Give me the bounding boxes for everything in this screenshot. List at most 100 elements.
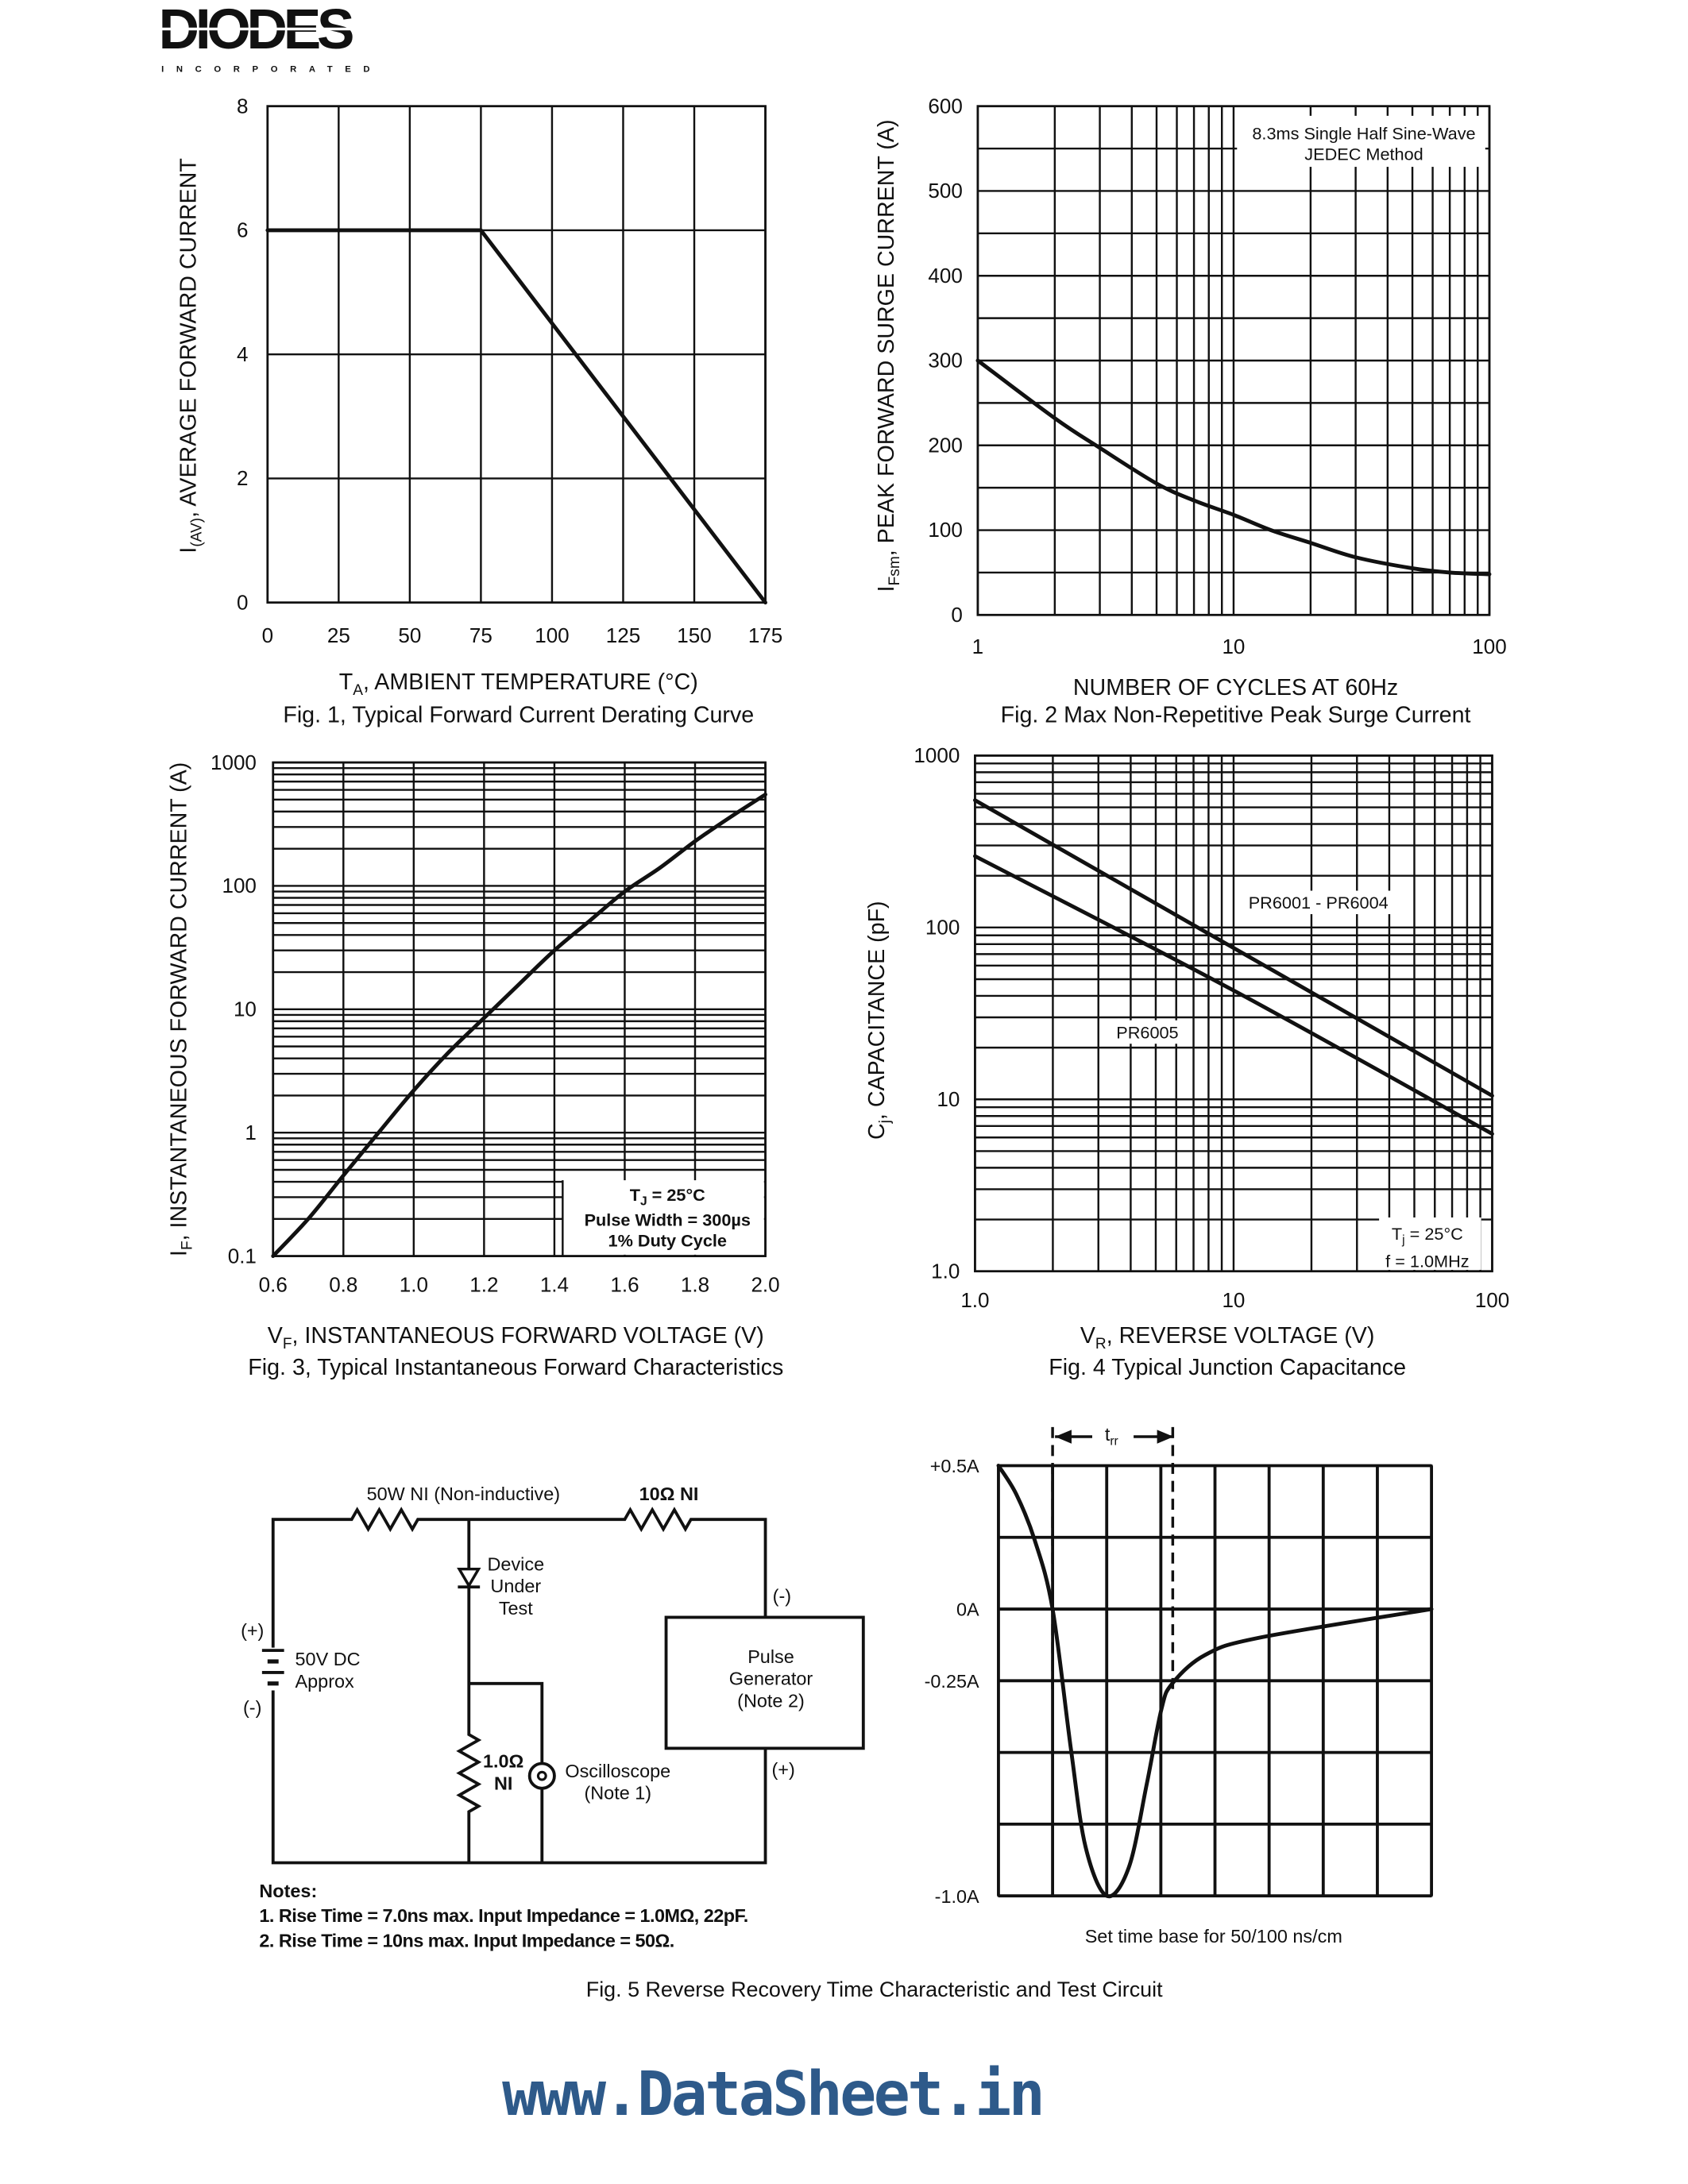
r1-label: 50W NI (Non-inductive): [367, 1484, 560, 1504]
fig5-series-line-1: [996, 1464, 1434, 1899]
x-tick-label: 1.6: [610, 1273, 639, 1297]
fig4-y-axis-title: Cj, CAPACITANCE (pF): [864, 901, 894, 1140]
scope-label-1: Oscilloscope: [565, 1761, 670, 1781]
dut-label-3: Test: [499, 1598, 533, 1619]
y-tick-label: 10: [234, 997, 257, 1021]
y-tick-label: 4: [237, 342, 248, 366]
fig2-x-axis-title: NUMBER OF CYCLES AT 60Hz: [1073, 675, 1398, 700]
y-tick-label: 0: [951, 603, 962, 627]
x-tick-label: 10: [1222, 635, 1245, 658]
plot-frame: [272, 761, 767, 1257]
fig3-cond-tj: TJ = 25°C: [630, 1185, 705, 1208]
y-tick-label: 600: [928, 94, 962, 118]
x-tick-label: 1.4: [540, 1273, 569, 1297]
battery-label-2: Approx: [295, 1671, 355, 1692]
y-tick-label: 0.1: [228, 1244, 257, 1268]
x-tick-label: 10: [1222, 1288, 1245, 1312]
timebase-label: Set time base for 50/100 ns/cm: [1085, 1926, 1342, 1947]
diodes-logo: DIODES INCORPORATED: [159, 0, 397, 74]
r2-label: 10Ω NI: [639, 1484, 699, 1504]
x-tick-label: 125: [606, 623, 640, 647]
y-tick-label: 1000: [914, 743, 960, 767]
fig3-series-line-1: [271, 792, 767, 1259]
generator-label-2: Generator: [729, 1669, 813, 1689]
battery-icon: [261, 1649, 284, 1686]
fig4-series-line-2: [973, 854, 1494, 1136]
fig2-series-line-1: [975, 358, 1492, 577]
plot-frame: [974, 754, 1493, 1273]
fig4-capacitance-chart: 1.0 10 100 1.0 10 100 1000 PR6001 - PR6004 PR6…: [864, 743, 1509, 1380]
fig4-label-bg-2: [1111, 1020, 1184, 1044]
dut-branch-wire: [456, 1519, 482, 1863]
fig3-forward-characteristics-chart: TJ = 25°C Pulse Width = 300µs 1% Duty Cy…: [166, 751, 783, 1380]
x-tick-label: 1.2: [469, 1273, 498, 1297]
x-tick-label: 0.8: [329, 1273, 357, 1297]
y-tick-label: 2: [237, 466, 248, 490]
y-tick-label: -1.0A: [935, 1886, 979, 1907]
x-tick-label: 175: [748, 623, 782, 647]
y-tick-label: 100: [925, 916, 960, 940]
x-tick-label: 0.6: [259, 1273, 288, 1297]
fig2-surge-chart: 8.3ms Single Half Sine-Wave JEDEC Method…: [874, 94, 1507, 727]
fig2-note-box: [1237, 115, 1485, 168]
note-2: 2. Rise Time = 10ns max. Input Impedance…: [259, 1930, 674, 1951]
scope-label-2: (Note 1): [584, 1783, 651, 1804]
watermark-text: www.DataSheet.in: [502, 2059, 1042, 2130]
x-tick-label: 0: [262, 623, 273, 647]
y-tick-label: 0A: [956, 1599, 979, 1620]
y-tick-label: 6: [237, 218, 248, 242]
y-tick-label: 8: [237, 94, 248, 118]
note-1: 1. Rise Time = 7.0ns max. Input Impedanc…: [259, 1905, 747, 1926]
fig1-caption: Fig. 1, Typical Forward Current Derating…: [283, 703, 754, 728]
x-tick-label: 100: [535, 623, 569, 647]
fig5-caption: Fig. 5 Reverse Recovery Time Characteris…: [586, 1978, 1163, 2001]
trr-indicator: trr: [1055, 1424, 1174, 1448]
x-tick-label: 25: [327, 623, 350, 647]
notes-heading: Notes:: [259, 1881, 317, 1901]
plot-frame: [266, 105, 767, 604]
fig3-caption: Fig. 3, Typical Instantaneous Forward Ch…: [248, 1355, 783, 1380]
logo-name: DIODES: [159, 0, 353, 61]
x-tick-label: 2.0: [751, 1273, 779, 1297]
x-tick-label: 75: [469, 623, 492, 647]
fig4-label-bg-1: [1243, 890, 1393, 915]
plot-frame: [997, 1464, 1433, 1897]
generator-minus-label: (-): [773, 1585, 791, 1606]
fig1-y-axis-title: I(AV), AVERAGE FORWARD CURRENT: [176, 158, 206, 553]
r3-label-2: NI: [494, 1773, 512, 1793]
y-tick-label: 100: [222, 874, 256, 897]
battery-plus-label: (+): [241, 1620, 264, 1641]
resistor-50w-wire: [271, 1507, 767, 1648]
x-tick-label: 150: [677, 623, 711, 647]
r3-label-1: 1.0Ω: [483, 1751, 523, 1772]
fig4-caption: Fig. 4 Typical Junction Capacitance: [1049, 1355, 1406, 1380]
scope-branch-wire: [469, 1681, 544, 1863]
fig3-x-axis-title: VF, INSTANTANEOUS FORWARD VOLTAGE (V): [268, 1323, 764, 1352]
y-tick-label: 0: [237, 590, 248, 614]
fig2-note-line2: JEDEC Method: [1304, 144, 1423, 164]
y-tick-label: 1000: [211, 751, 257, 774]
generator-label-3: (Note 2): [737, 1690, 805, 1711]
y-tick-label: 1: [245, 1121, 256, 1144]
fig4-x-axis-title: VR, REVERSE VOLTAGE (V): [1080, 1323, 1375, 1352]
fig4-series-label-pr6005: PR6005: [1116, 1022, 1178, 1042]
x-tick-label: 100: [1475, 1288, 1509, 1312]
battery-label-1: 50V DC: [295, 1649, 361, 1669]
fig4-conditions-box: [1379, 1217, 1481, 1270]
fig5-reverse-recovery-waveform: +0.5A 0A -0.25A -1.0A trr Set time base for…: [925, 1424, 1434, 1947]
battery-minus-label: (-): [243, 1697, 261, 1718]
y-tick-label: 1.0: [931, 1259, 960, 1283]
y-tick-label: 10: [937, 1087, 960, 1111]
y-tick-label: 400: [928, 264, 962, 287]
fig4-cond-tj: Tj = 25°C: [1392, 1224, 1463, 1247]
x-tick-label: 1.0: [400, 1273, 428, 1297]
fig3-y-axis-title: IF, INSTANTANEOUS FORWARD CURRENT (A): [166, 762, 195, 1256]
fig1-derating-chart: 0 25 50 75 100 125 150 175 0 2 4 6 8 I(AV), AVERAGE …: [176, 94, 783, 727]
fig4-series-label-pr6001-pr6004: PR6001 - PR6004: [1249, 893, 1389, 913]
fig5-test-circuit: 50W NI (Non-inductive) 10Ω NI Device Und…: [241, 1484, 865, 1951]
fig2-caption: Fig. 2 Max Non-Repetitive Peak Surge Cur…: [1001, 703, 1471, 728]
pulse-generator-box: [664, 1615, 865, 1750]
generator-label-1: Pulse: [747, 1646, 794, 1667]
logo-tagline: INCORPORATED: [161, 64, 382, 74]
